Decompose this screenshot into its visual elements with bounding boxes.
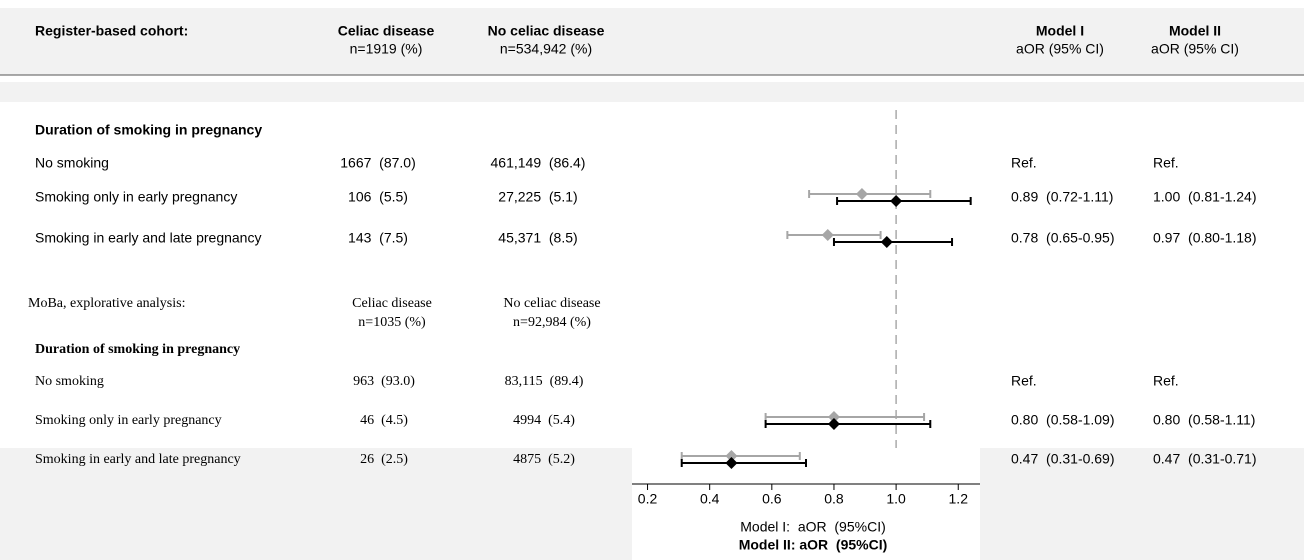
column-subheader: n=1035 (%) [358,315,426,330]
column-header: No celiac disease [488,23,605,39]
section-title: MoBa, explorative analysis: [28,296,185,311]
point-estimate [855,188,868,200]
estimate-label: 0.80 (0.58-1.11) [1153,412,1255,428]
row-label: Smoking in early and late pregnancy [35,230,261,246]
point-estimate [827,411,840,423]
group-label: Duration of smoking in pregnancy [35,342,240,357]
celiac-count: 1667 (87.0) [340,155,416,171]
column-subheader: n=534,942 (%) [500,41,592,57]
estimate-label: 0.97 (0.80-1.18) [1153,230,1257,246]
footer-band-right [980,448,1304,560]
column-header: Celiac disease [352,296,432,311]
estimate-label: 0.80 (0.58-1.09) [1011,412,1115,428]
point-estimate [880,236,893,248]
point-estimate [725,450,738,462]
x-tick-label: 0.4 [700,491,720,507]
celiac-count: 143 (7.5) [348,230,408,246]
x-tick-label: 0.8 [824,491,844,507]
legend-entry: Model I: aOR (95%CI) [740,519,886,535]
row-label: Smoking in early and late pregnancy [35,452,241,467]
spacer-band [0,82,1304,102]
row-label: No smoking [35,374,104,389]
x-tick-label: 1.0 [886,491,906,507]
no-celiac-count: 45,371 (8.5) [498,230,577,246]
celiac-count: 26 (2.5) [360,452,408,467]
model-header: Model II [1169,23,1221,39]
column-subheader: n=1919 (%) [350,41,423,57]
point-estimate [725,457,738,469]
x-tick-label: 0.6 [762,491,782,507]
model-subheader: aOR (95% CI) [1151,41,1239,57]
footer-band-left [0,448,632,560]
x-tick-label: 1.2 [949,491,969,507]
estimate-label: 0.47 (0.31-0.71) [1153,451,1257,467]
column-subheader: n=92,984 (%) [513,315,591,330]
point-estimate [821,229,834,241]
row-label: Smoking only in early pregnancy [35,413,222,428]
reference-label: Ref. [1011,155,1037,171]
point-estimate [827,418,840,430]
no-celiac-count: 4875 (5.2) [513,452,575,467]
estimate-label: 0.78 (0.65-0.95) [1011,230,1115,246]
estimate-label: 1.00 (0.81-1.24) [1153,189,1257,205]
celiac-count: 106 (5.5) [348,189,408,205]
model-header: Model I [1036,23,1084,39]
section-title: Register-based cohort: [35,23,188,39]
column-header: Celiac disease [338,23,435,39]
no-celiac-count: 4994 (5.4) [513,413,575,428]
column-header: No celiac disease [503,296,600,311]
estimate-label: 0.89 (0.72-1.11) [1011,189,1113,205]
no-celiac-count: 83,115 (89.4) [505,374,584,389]
header-band [0,8,1304,75]
reference-label: Ref. [1153,155,1179,171]
point-estimate [890,195,903,207]
row-label: Smoking only in early pregnancy [35,189,237,205]
row-label: No smoking [35,155,109,171]
estimate-label: 0.47 (0.31-0.69) [1011,451,1115,467]
celiac-count: 46 (4.5) [360,413,408,428]
x-tick-label: 0.2 [638,491,658,507]
model-subheader: aOR (95% CI) [1016,41,1104,57]
no-celiac-count: 461,149 (86.4) [491,155,586,171]
celiac-count: 963 (93.0) [353,374,415,389]
no-celiac-count: 27,225 (5.1) [498,189,577,205]
reference-label: Ref. [1153,373,1179,389]
legend-entry: Model II: aOR (95%CI) [739,537,888,553]
reference-label: Ref. [1011,373,1037,389]
group-label: Duration of smoking in pregnancy [35,122,262,138]
